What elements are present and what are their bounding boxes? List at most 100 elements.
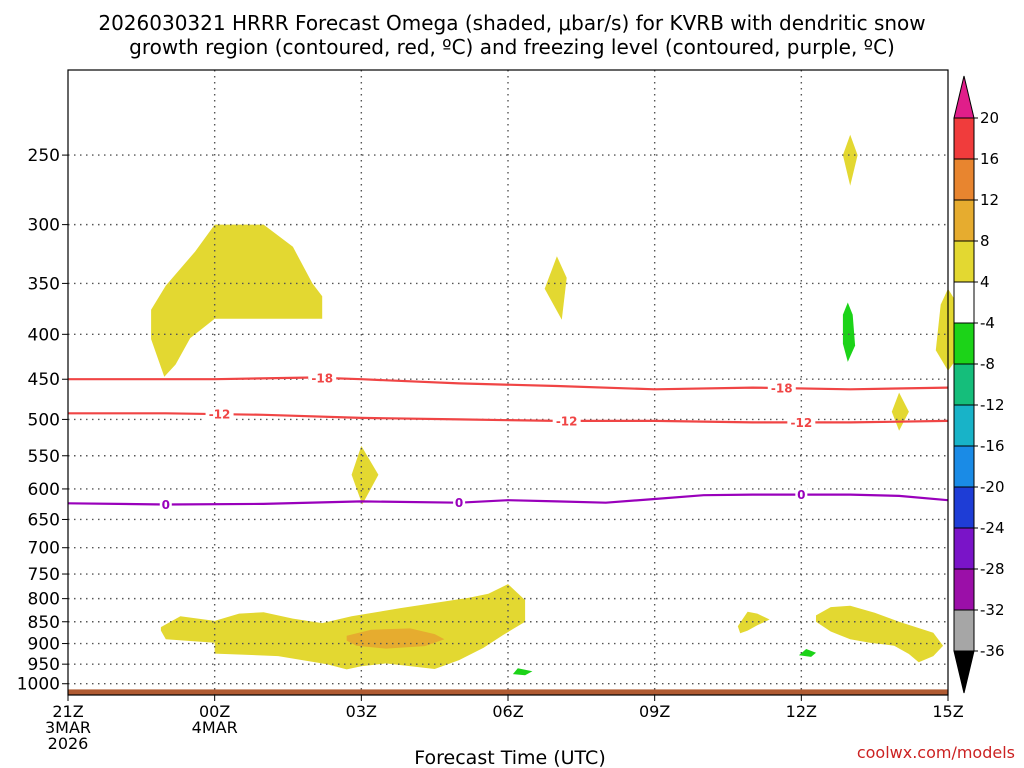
temperature-contours: -18 -18 -12 -12 -12 0 0 0 [67,370,949,512]
colorbar-label--12: -12 [980,396,1005,414]
y-tick-label-450: 450 [28,370,60,390]
contour-label-0: 0 [162,498,170,512]
x-tick-line: 00Z [199,702,230,721]
x-tick-label-9: 06Z [492,702,523,721]
colorbar-segment-3 [953,240,975,283]
colorbar: 20 16 12 8 4 -4 -8 -12 -16 -20 -24 -28 -32 -36 [953,75,1005,694]
x-tick-label-0: 21Z 3MAR 2026 [45,702,91,753]
colorbar-segment-0 [953,117,975,160]
x-axis-title: Forecast Time (UTC) [414,747,605,768]
colorbar-label-8: 8 [980,232,990,250]
x-tick-label-12: 09Z [639,702,670,721]
contour-label--12: -12 [790,416,812,430]
contour-label-bg [205,407,234,422]
colorbar-top-arrow [953,75,975,119]
omega-region-6 [160,584,526,670]
omega-region-2 [544,256,567,320]
colorbar-label--20: -20 [980,478,1005,496]
colorbar-segment-6 [953,363,975,406]
omega-region-3 [842,134,858,186]
credit-text: coolwx.com/models [857,743,1015,762]
contour-label--12: -12 [209,408,231,422]
x-tick-line: 09Z [639,702,670,721]
y-tick-label-250: 250 [28,146,60,166]
x-tick-label-18: 15Z [932,702,963,721]
omega-region-9 [346,628,445,649]
colorbar-segment-4 [953,281,975,324]
omega-region-11 [512,668,533,676]
colorbar-segment-2 [953,199,975,242]
x-tick-line: 12Z [786,702,817,721]
contour-label--18: -18 [771,382,793,396]
plot-area: -18 -18 -12 -12 -12 0 0 0 [67,69,958,696]
y-tick-label-900: 900 [28,635,60,655]
x-axis: 21Z 3MAR 2026 00Z 4MAR 03Z 06Z 09Z 12Z 15Z [45,695,964,753]
contour-label-bg [159,497,172,512]
ground-surface [68,689,948,695]
colorbar-segment-1 [953,158,975,201]
colorbar-label--36: -36 [980,642,1005,660]
ground-band [68,689,948,695]
contour-label-0: 0 [797,488,805,502]
y-tick-label-350: 350 [28,274,60,294]
y-tick-label-400: 400 [28,325,60,345]
colorbar-segment-7 [953,404,975,447]
colorbar-segment-8 [953,445,975,488]
y-tick-label-500: 500 [28,410,60,430]
y-axis: 2503003504004505005506006507007508008509… [17,146,68,695]
omega-region-1 [351,445,379,505]
y-tick-label-800: 800 [28,590,60,610]
contour-label-bg [453,495,466,510]
omega-shading [151,134,958,676]
y-tick-label-650: 650 [28,510,60,530]
y-tick-label-300: 300 [28,216,60,236]
x-tick-line: 06Z [492,702,523,721]
contour-label-bg [767,381,796,396]
omega-region-5 [935,288,958,371]
colorbar-label--28: -28 [980,560,1005,578]
y-tick-label-950: 950 [28,655,60,675]
y-tick-label-600: 600 [28,480,60,500]
y-tick-label-850: 850 [28,613,60,633]
x-tick-label-6: 03Z [346,702,377,721]
chart-title-line2: growth region (contoured, red, ºC) and f… [129,35,895,59]
contour-label-bg [795,487,808,502]
colorbar-label--4: -4 [980,314,995,332]
omega-region-12 [798,649,816,657]
colorbar-label--32: -32 [980,601,1005,619]
contour-line--18 [68,376,949,391]
colorbar-label-20: 20 [980,109,999,127]
colorbar-label-12: 12 [980,191,999,209]
colorbar-label-4: 4 [980,273,990,291]
colorbar-label--24: -24 [980,519,1005,537]
y-tick-label-1000: 1000 [17,675,60,695]
contour-label-0: 0 [455,496,463,510]
omega-region-8 [816,605,944,663]
chart-title-line1: 2026030321 HRRR Forecast Omega (shaded, … [98,11,925,35]
colorbar-segment-5 [953,322,975,365]
contour-label-bg [308,370,337,385]
x-tick-line: 3MAR [45,718,91,737]
omega-region-0 [151,224,323,377]
x-tick-line: 4MAR [192,718,238,737]
colorbar-segment-11 [953,568,975,611]
x-tick-label-3: 00Z 4MAR [192,702,238,737]
contour-label--12: -12 [556,414,578,428]
x-tick-label-15: 12Z [786,702,817,721]
colorbar-segment-10 [953,527,975,570]
y-tick-label-700: 700 [28,539,60,559]
colorbar-label--16: -16 [980,437,1005,455]
contour-line-0 [67,493,949,506]
y-tick-label-550: 550 [28,447,60,467]
contour-label-bg [787,415,816,430]
colorbar-label-16: 16 [980,150,999,168]
y-tick-label-750: 750 [28,565,60,585]
x-tick-line: 15Z [932,702,963,721]
contour-label--18: -18 [311,371,333,385]
colorbar-segment-12 [953,609,975,652]
contour-label-bg [552,413,581,428]
colorbar-bottom-arrow [953,650,975,694]
x-tick-line: 03Z [346,702,377,721]
omega-region-7 [737,611,770,634]
